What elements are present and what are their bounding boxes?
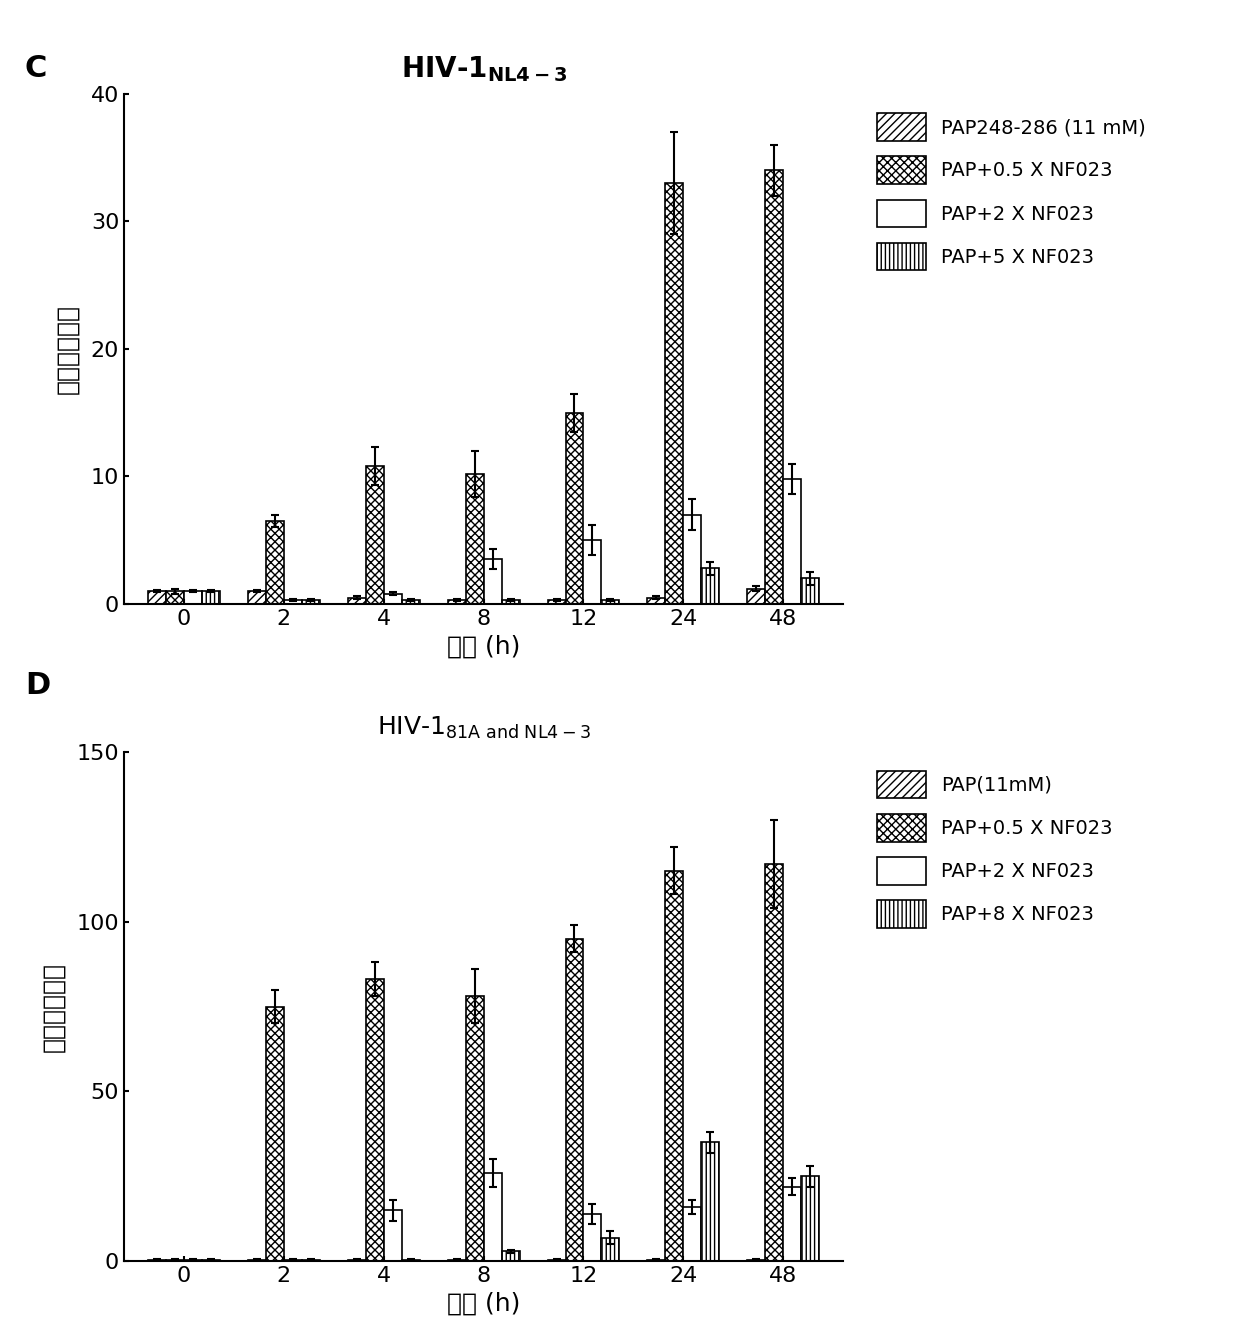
- Bar: [801, 1177, 820, 1261]
- Bar: [166, 590, 184, 604]
- Bar: [366, 466, 383, 604]
- Bar: [584, 539, 601, 604]
- Bar: [202, 1260, 219, 1261]
- Bar: [466, 996, 484, 1261]
- Bar: [383, 1210, 402, 1261]
- Bar: [748, 1260, 765, 1261]
- Bar: [501, 1251, 520, 1261]
- Bar: [647, 597, 666, 604]
- Bar: [366, 980, 383, 1261]
- Bar: [148, 1260, 166, 1261]
- Bar: [148, 590, 166, 604]
- Legend: PAP(11mM), PAP+0.5 X NF023, PAP+2 X NF023, PAP+8 X NF023: PAP(11mM), PAP+0.5 X NF023, PAP+2 X NF02…: [867, 761, 1122, 938]
- Bar: [202, 590, 219, 604]
- Bar: [666, 871, 683, 1261]
- Bar: [765, 170, 784, 604]
- Bar: [347, 1260, 366, 1261]
- Bar: [484, 1173, 501, 1261]
- Bar: [601, 1237, 620, 1261]
- Bar: [265, 1006, 284, 1261]
- Bar: [383, 593, 402, 604]
- Bar: [448, 600, 466, 604]
- Bar: [501, 600, 520, 604]
- Y-axis label: 感染增强倍数: 感染增强倍数: [56, 303, 79, 395]
- Bar: [248, 590, 265, 604]
- Bar: [548, 1260, 565, 1261]
- Y-axis label: 感染增强倍数: 感染增强倍数: [41, 961, 66, 1052]
- Bar: [584, 1215, 601, 1261]
- Bar: [402, 1260, 419, 1261]
- Text: D: D: [25, 671, 50, 701]
- X-axis label: 时间 (h): 时间 (h): [446, 1292, 521, 1317]
- Bar: [666, 183, 683, 604]
- Bar: [284, 600, 301, 604]
- Text: C: C: [25, 54, 47, 83]
- Bar: [565, 413, 584, 604]
- Title: HIV-1$_{\mathregular{81A\ and\ NL4-3}}$: HIV-1$_{\mathregular{81A\ and\ NL4-3}}$: [377, 715, 590, 741]
- X-axis label: 时间 (h): 时间 (h): [446, 635, 521, 659]
- Bar: [683, 1206, 702, 1261]
- Bar: [466, 474, 484, 604]
- Bar: [484, 560, 501, 604]
- Bar: [647, 1260, 666, 1261]
- Bar: [448, 1260, 466, 1261]
- Bar: [784, 1186, 801, 1261]
- Bar: [801, 578, 820, 604]
- Bar: [748, 589, 765, 604]
- Legend: PAP248-286 (11 mM), PAP+0.5 X NF023, PAP+2 X NF023, PAP+5 X NF023: PAP248-286 (11 mM), PAP+0.5 X NF023, PAP…: [867, 103, 1156, 280]
- Bar: [265, 521, 284, 604]
- Bar: [184, 1260, 202, 1261]
- Bar: [301, 1260, 320, 1261]
- Bar: [702, 568, 719, 604]
- Title: HIV-1$_{\mathregular{NL4-3}}$: HIV-1$_{\mathregular{NL4-3}}$: [401, 54, 567, 85]
- Bar: [784, 479, 801, 604]
- Bar: [565, 938, 584, 1261]
- Bar: [301, 600, 320, 604]
- Bar: [683, 514, 702, 604]
- Bar: [765, 864, 784, 1261]
- Bar: [184, 590, 202, 604]
- Bar: [402, 600, 419, 604]
- Bar: [548, 600, 565, 604]
- Bar: [248, 1260, 265, 1261]
- Bar: [347, 597, 366, 604]
- Bar: [166, 1260, 184, 1261]
- Bar: [601, 600, 620, 604]
- Bar: [284, 1260, 301, 1261]
- Bar: [702, 1142, 719, 1261]
